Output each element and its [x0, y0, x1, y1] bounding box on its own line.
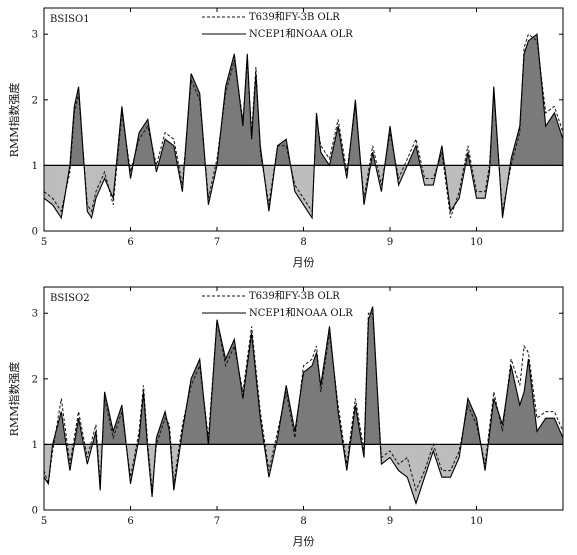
x-tick-label: 10 [470, 237, 483, 248]
y-tick-label: 0 [32, 227, 38, 238]
y-axis-title: RMM指数强度 [7, 362, 21, 437]
fill-above-threshold [545, 112, 555, 166]
y-axis-title: RMM指数强度 [7, 83, 21, 158]
panel-title: BSISO1 [50, 14, 90, 25]
y-tick-label: 3 [32, 309, 38, 320]
fill-below-threshold [52, 165, 62, 219]
fill-above-threshold [523, 40, 529, 166]
x-tick-label: 6 [127, 237, 133, 248]
x-tick-label: 5 [41, 516, 47, 527]
y-tick-label: 0 [32, 506, 38, 517]
x-tick-label: 9 [387, 237, 393, 248]
legend-label-t639-fy3b: T639和FY-3B OLR [249, 11, 340, 23]
y-tick-label: 3 [32, 30, 38, 41]
x-axis-title: 月份 [293, 256, 315, 269]
fill-above-threshold [510, 365, 520, 445]
y-tick-label: 1 [32, 161, 38, 172]
series-line-ncep1-noaa [44, 306, 563, 506]
legend-label-ncep1-noaa: NCEP1和NOAA OLR [249, 28, 353, 40]
fill-below-threshold [415, 444, 425, 504]
fill-below-threshold [303, 165, 313, 219]
x-tick-label: 9 [387, 516, 393, 527]
x-tick-label: 10 [470, 516, 483, 527]
fill-above-threshold [467, 398, 477, 445]
fill-above-threshold [528, 33, 538, 166]
x-tick-label: 6 [127, 516, 133, 527]
x-tick-label: 8 [300, 516, 306, 527]
fill-above-threshold [303, 365, 313, 445]
x-tick-label: 7 [214, 237, 220, 248]
fill-below-threshold [424, 165, 434, 186]
panel-title: BSISO2 [50, 293, 90, 304]
x-tick-label: 8 [300, 237, 306, 248]
x-axis-title: 月份 [293, 535, 315, 548]
fill-above-threshold [545, 417, 555, 445]
fill-above-threshold [112, 404, 123, 445]
fill-below-threshold [476, 165, 486, 199]
legend-label-ncep1-noaa: NCEP1和NOAA OLR [249, 307, 353, 319]
fill-above-threshold [190, 73, 200, 166]
series-line-t639-fy3b [44, 33, 563, 219]
series-line-ncep1-noaa [44, 33, 563, 220]
y-tick-label: 2 [32, 95, 38, 106]
fill-above-threshold [368, 306, 373, 445]
fill-above-threshold [311, 352, 317, 445]
fill-below-threshold [87, 165, 92, 219]
chart-panel-2: 5 6 7 8 9 10 0 1 2 3 BSISO2 T639和FY-3B OLR NCEP1和NOA… [7, 286, 564, 548]
chart-panel-1: 5 6 7 8 9 10 0 1 2 3 BSISO1 T639和FY-3B OLR NCEP1和NOA… [7, 7, 564, 269]
legend-label-t639-fy3b: T639和FY-3B OLR [249, 290, 340, 302]
y-tick-label: 2 [32, 374, 38, 385]
fill-below-threshold [389, 444, 399, 472]
x-tick-label: 5 [41, 237, 47, 248]
series-lines [44, 306, 563, 506]
fill-above-threshold [190, 359, 200, 445]
y-tick-label: 1 [32, 440, 38, 451]
fill-above-threshold [536, 417, 546, 445]
fill-below-threshold [441, 444, 451, 478]
x-tick-label: 7 [214, 516, 220, 527]
series-lines [44, 33, 563, 220]
